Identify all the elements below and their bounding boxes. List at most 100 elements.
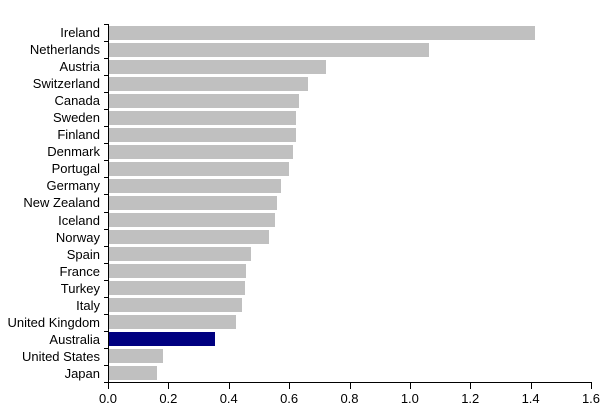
bar: [109, 42, 429, 57]
x-axis-tick: [409, 383, 411, 389]
bar-highlighted: [109, 332, 215, 347]
bar-row: [109, 92, 592, 109]
category-label: France: [59, 263, 100, 279]
bar: [109, 161, 289, 176]
bar-row: [109, 314, 592, 331]
x-axis-tick-label: 1.4: [521, 391, 540, 406]
y-axis-category-labels: Ireland Netherlands Austria Switzerland Cana…: [0, 24, 101, 382]
bar: [109, 213, 276, 228]
x-axis-tick: [168, 383, 170, 389]
bar-row: [109, 58, 592, 75]
category-label: Austria: [59, 59, 100, 75]
x-axis-tick-label: 0.2: [159, 391, 178, 406]
bar-row: [109, 297, 592, 314]
bar: [109, 93, 300, 108]
bar-row: [109, 280, 592, 297]
y-axis-tick: [104, 177, 108, 179]
x-axis-tick-label: 0.8: [340, 391, 359, 406]
bar: [109, 178, 282, 193]
plot-area: [108, 24, 592, 383]
y-axis-tick: [104, 143, 108, 145]
bar: [109, 144, 294, 159]
x-axis-tick-label: 1.0: [400, 391, 419, 406]
bar-row: [109, 24, 592, 41]
bar: [109, 298, 242, 313]
x-axis-tick: [349, 383, 351, 389]
y-axis-tick: [104, 364, 108, 366]
x-axis-tick: [108, 383, 109, 389]
category-label: Japan: [64, 365, 100, 381]
y-axis-tick: [104, 92, 108, 94]
category-label: Spain: [66, 246, 100, 262]
category-label: United Kingdom: [7, 314, 101, 330]
y-axis-tick: [104, 194, 108, 196]
bar: [109, 264, 247, 279]
x-axis-tick: [591, 383, 592, 389]
category-label: Netherlands: [29, 42, 100, 58]
bar-row: [109, 41, 592, 58]
category-label: Sweden: [53, 110, 100, 126]
bar-row: [109, 160, 592, 177]
y-axis-tick: [104, 330, 108, 332]
x-axis-tick-label: 0.0: [98, 391, 118, 406]
y-axis-tick: [104, 75, 108, 77]
bar: [109, 230, 269, 245]
category-label: Australia: [49, 331, 100, 347]
y-axis-tick: [104, 211, 108, 213]
bar-row: [109, 348, 592, 365]
bar: [109, 247, 251, 262]
bar: [109, 127, 297, 142]
category-label: Norway: [55, 229, 100, 245]
bar-row: [109, 263, 592, 280]
bar: [109, 195, 277, 210]
bar-row: [109, 194, 592, 211]
category-label: Turkey: [60, 280, 100, 296]
category-label: Finland: [57, 127, 100, 143]
bar: [109, 349, 164, 364]
bar-row: [109, 212, 592, 229]
y-axis-tick: [104, 296, 108, 298]
y-axis-tick: [104, 382, 108, 383]
bar-row: [109, 331, 592, 348]
bar: [109, 76, 309, 91]
bar-row: [109, 143, 592, 160]
bar: [109, 25, 535, 40]
y-axis-tick: [104, 24, 108, 25]
y-axis-tick: [104, 58, 108, 60]
y-axis-tick: [104, 279, 108, 281]
category-label: Ireland: [60, 25, 100, 40]
category-label: Canada: [54, 93, 100, 109]
category-label: Italy: [76, 297, 100, 313]
x-axis-tick-label: 0.4: [219, 391, 238, 406]
x-axis-tick: [228, 383, 230, 389]
category-label: Germany: [46, 178, 100, 194]
category-label: United States: [21, 348, 100, 364]
x-axis-tick-label: 0.6: [280, 391, 299, 406]
bar-row: [109, 246, 592, 263]
x-axis-tick: [470, 383, 472, 389]
y-axis-tick: [104, 160, 108, 162]
bar: [109, 59, 327, 74]
y-axis-tick: [104, 262, 108, 264]
bar-row: [109, 229, 592, 246]
x-axis-tick: [530, 383, 532, 389]
category-label: Switzerland: [32, 76, 100, 92]
x-axis-tick-label: 1.6: [581, 391, 601, 406]
bar: [109, 281, 245, 296]
y-axis-tick: [104, 126, 108, 128]
y-axis-tick: [104, 245, 108, 247]
category-label: Portugal: [51, 161, 100, 177]
bar-row: [109, 126, 592, 143]
y-axis-tick: [104, 228, 108, 230]
x-axis-tick: [289, 383, 291, 389]
bar-row: [109, 109, 592, 126]
bar-row: [109, 365, 592, 382]
category-label: Iceland: [58, 212, 100, 228]
category-label: New Zealand: [23, 195, 100, 211]
bar: [109, 110, 297, 125]
y-axis-tick: [104, 41, 108, 43]
x-axis-tick-label: 1.2: [461, 391, 480, 406]
bar: [109, 366, 158, 381]
